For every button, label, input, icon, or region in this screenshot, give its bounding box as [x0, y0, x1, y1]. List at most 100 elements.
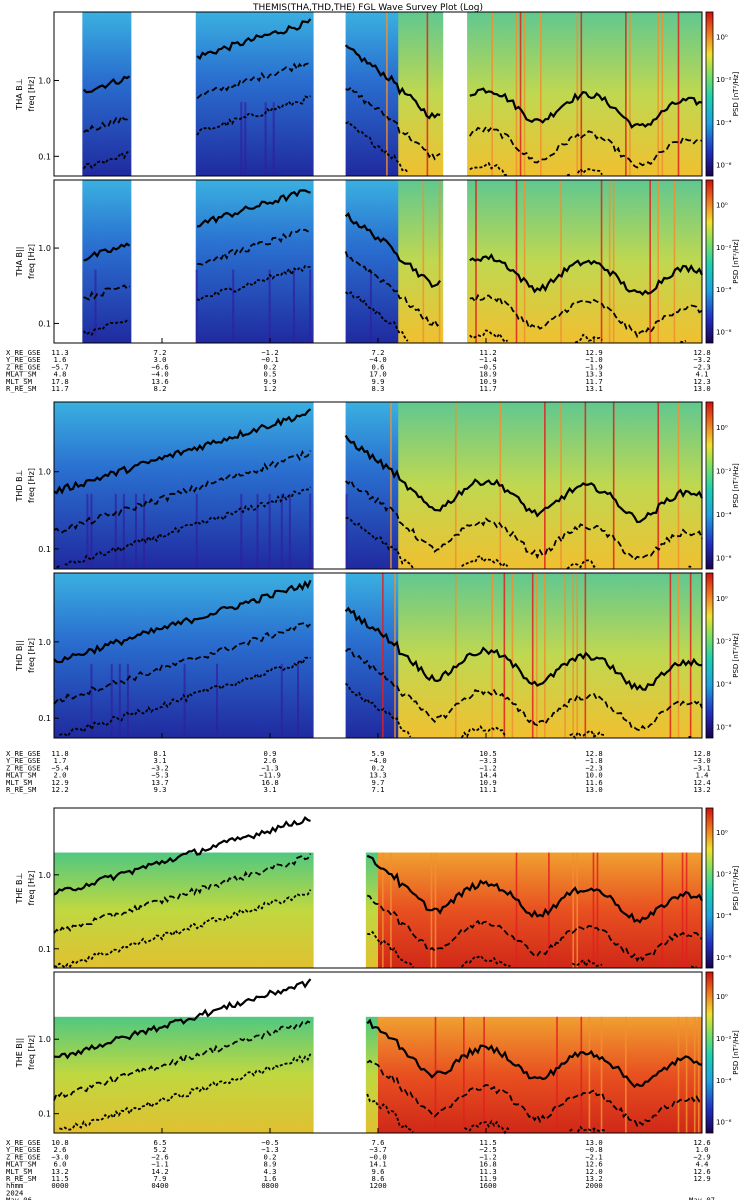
- eph-value-THA-1-5: 8.2: [154, 384, 167, 393]
- trace-group-THD-bperp: [53, 408, 703, 570]
- colorbar-tick-THA-bpar-2: 10⁻⁴: [716, 286, 732, 294]
- eph-value-THD-4-5: 11.1: [479, 785, 496, 794]
- colorbar-tick-THD-bpar-0: 10⁰: [716, 595, 728, 603]
- eph-value-THE-2-4: 4.3: [264, 1167, 277, 1176]
- time-tick-2: 0800: [261, 1181, 278, 1190]
- ytick-label-THD-bperp-1: 0.1: [38, 545, 51, 554]
- eph-value-THD-2-2: −1.3: [261, 763, 278, 772]
- eph-value-THA-2-5: 1.2: [264, 384, 277, 393]
- colorbar-label-THD-bpar: PSD [nT²/Hz]: [732, 633, 740, 678]
- date-end: May 07: [689, 1196, 715, 1200]
- ytick-label-THD-bperp-0: 1.0: [38, 468, 51, 477]
- eph-value-THD-6-3: 1.4: [696, 771, 709, 780]
- eph-value-THE-5-2: −2.1: [585, 1152, 602, 1161]
- time-tick-3: 1200: [369, 1181, 386, 1190]
- eph-value-THA-3-4: 9.9: [372, 377, 385, 386]
- eph-value-THD-4-1: −3.3: [479, 756, 496, 765]
- colorbar-tick-THE-bperp-0: 10⁰: [716, 829, 728, 837]
- eph-value-THD-5-3: 10.0: [585, 771, 602, 780]
- colorbar-tick-THE-bperp-1: 10⁻²: [716, 871, 732, 879]
- colorbar-THE-bpar: [705, 971, 714, 1134]
- eph-value-THE-2-3: 8.9: [264, 1160, 277, 1169]
- eph-value-THA-0-2: −5.7: [51, 362, 68, 371]
- colorbar-tick-THE-bpar-1: 10⁻²: [716, 1035, 732, 1043]
- eph-value-THE-1-3: −1.1: [151, 1160, 168, 1169]
- colorbar-tick-THE-bpar-3: 10⁻⁶: [716, 1119, 732, 1127]
- trace-THE-bperp-1: [53, 853, 703, 963]
- eph-value-THD-6-0: 12.8: [693, 749, 710, 758]
- eph-value-THE-5-3: 12.6: [585, 1160, 602, 1169]
- colorbar-tick-THA-bpar-1: 10⁻²: [716, 244, 732, 252]
- yunit-THE-bpar: freq [Hz]: [27, 1035, 36, 1070]
- time-row-label-1: 2024: [6, 1188, 23, 1197]
- time-tick-1: 0400: [151, 1181, 168, 1190]
- panel-frame-THD-bperp: [53, 401, 703, 570]
- eph-value-THE-6-1: 1.0: [696, 1145, 709, 1154]
- colorbar-tick-THE-bperp-2: 10⁻⁴: [716, 912, 732, 920]
- eph-value-THD-2-3: −11.9: [259, 771, 281, 780]
- eph-value-THA-6-2: −2.3: [693, 362, 710, 371]
- eph-value-THA-6-1: −3.2: [693, 355, 710, 364]
- time-row-label-0: hhmm: [6, 1181, 23, 1190]
- trace-THD-bperp-1: [53, 449, 703, 562]
- colorbar-THE-bperp: [705, 807, 714, 969]
- colorbar-tick-THE-bperp-3: 10⁻⁶: [716, 954, 732, 962]
- eph-value-THE-4-2: −1.2: [479, 1152, 496, 1161]
- date-start: May 06: [6, 1196, 32, 1200]
- eph-value-THE-5-4: 12.0: [585, 1167, 602, 1176]
- eph-value-THD-2-5: 3.1: [264, 785, 277, 794]
- eph-value-THE-6-5: 12.9: [693, 1174, 710, 1183]
- trace-THE-bpar-1: [53, 1020, 703, 1128]
- ytick-label-THA-bperp-0: 1.0: [38, 76, 51, 85]
- eph-value-THA-3-0: 7.2: [372, 348, 385, 357]
- spectrogram-THE-bperp: [54, 852, 703, 968]
- colorbar-THD-bperp: [705, 401, 714, 570]
- colorbar-tick-THD-bperp-2: 10⁻⁴: [716, 511, 732, 519]
- colorbar-THD-bpar: [705, 572, 714, 739]
- eph-value-THD-3-2: 0.2: [372, 763, 385, 772]
- eph-value-THE-6-4: 12.6: [693, 1167, 710, 1176]
- trace-group-THE-bpar: [53, 978, 703, 1133]
- ytick-label-THA-bpar-1: 0.1: [38, 319, 51, 328]
- eph-value-THD-1-5: 9.3: [154, 785, 167, 794]
- eph-value-THA-6-5: 13.0: [693, 384, 710, 393]
- trace-THD-bperp-0: [53, 408, 703, 524]
- ytick-label-THE-bpar-1: 0.1: [38, 1110, 51, 1119]
- eph-value-THE-3-3: 14.1: [369, 1160, 386, 1169]
- eph-value-THE-1-4: 14.2: [151, 1167, 168, 1176]
- eph-value-THD-6-2: −3.1: [693, 763, 710, 772]
- eph-row-label-THE-3: MLAT_SM: [6, 1160, 37, 1169]
- eph-value-THA-3-5: 8.3: [372, 384, 385, 393]
- eph-value-THA-4-1: −1.4: [479, 355, 496, 364]
- time-tick-5: 2000: [585, 1181, 602, 1190]
- colorbar-tick-THA-bpar-0: 10⁰: [716, 201, 728, 209]
- eph-row-label-THA-5: R_RE_SM: [6, 384, 37, 393]
- eph-value-THA-1-4: 13.6: [151, 377, 168, 386]
- eph-value-THA-3-1: −4.0: [369, 355, 386, 364]
- ylabel-THA-bpar: THA B||: [15, 247, 24, 278]
- eph-value-THE-4-0: 11.5: [479, 1138, 496, 1147]
- ytick-label-THD-bpar-0: 1.0: [38, 638, 51, 647]
- colorbar-tick-THA-bperp-2: 10⁻⁴: [716, 119, 732, 127]
- eph-value-THA-3-2: 0.6: [372, 362, 385, 371]
- trace-group-THA-bperp: [82, 18, 703, 176]
- colorbar-tick-THE-bpar-2: 10⁻⁴: [716, 1077, 732, 1085]
- ylabel-THE-bpar: THE B||: [15, 1038, 24, 1068]
- eph-value-THD-6-5: 13.2: [693, 785, 710, 794]
- trace-THA-bperp-0: [82, 18, 703, 129]
- eph-value-THD-4-0: 10.5: [479, 749, 496, 758]
- eph-value-THA-0-3: 4.8: [54, 370, 67, 379]
- eph-value-THD-3-4: 9.7: [372, 778, 385, 787]
- colorbar-label-THA-bpar: PSD [nT²/Hz]: [732, 239, 740, 284]
- eph-row-label-THE-4: MLT_SM: [6, 1167, 33, 1176]
- ytick-label-THA-bpar-0: 1.0: [38, 244, 51, 253]
- eph-row-label-THD-1: Y_RE_GSE: [6, 756, 41, 765]
- eph-value-THE-0-2: −3.0: [51, 1152, 68, 1161]
- trace-THD-bpar-0: [53, 579, 703, 691]
- colorbar-tick-THA-bperp-0: 10⁰: [716, 34, 728, 42]
- ytick-label-THA-bperp-1: 0.1: [38, 152, 51, 161]
- colorbar-tick-THD-bpar-2: 10⁻⁴: [716, 681, 732, 689]
- colorbar-tick-THD-bpar-3: 10⁻⁶: [716, 723, 732, 731]
